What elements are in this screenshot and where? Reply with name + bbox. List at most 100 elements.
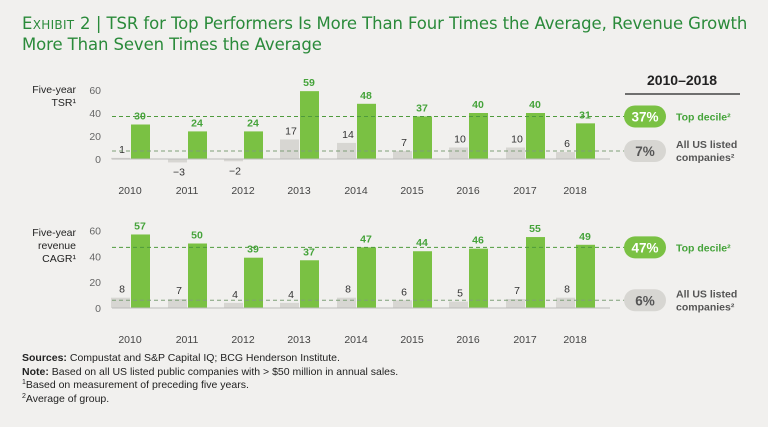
- source-notes: Sources: Compustat and S&P Capital IQ; B…: [22, 352, 752, 406]
- sources-label: Sources:: [22, 352, 67, 364]
- tsr-ylabel: Five-year: [32, 84, 76, 96]
- tsr-avg-value: 6: [564, 138, 570, 150]
- cagr-top-value: 50: [191, 230, 203, 242]
- cagr-ytick: 0: [95, 303, 101, 315]
- exhibit-charts: 2010–2018Five-yearTSR¹02040601302010−324…: [32, 72, 740, 345]
- cagr-top-value: 49: [579, 231, 591, 243]
- tsr-category: 2011: [176, 185, 199, 197]
- cagr-category: 2012: [231, 334, 255, 345]
- cagr-ytick: 60: [89, 226, 101, 238]
- tsr-top-value: 40: [529, 99, 541, 111]
- tsr-top-value: 59: [303, 77, 315, 89]
- footnote-2: 2Average of group.: [22, 393, 752, 407]
- tsr-top-bar: [469, 113, 488, 159]
- cagr-avg-bar: [449, 301, 468, 308]
- tsr-ytick: 40: [89, 108, 101, 120]
- cagr-top-ref-pill: [624, 236, 666, 259]
- tsr-avg-bar: [224, 159, 243, 162]
- tsr-category: 2012: [231, 185, 255, 197]
- tsr-top-value: 24: [191, 117, 203, 129]
- cagr-avg-bar: [224, 302, 243, 308]
- cagr-top-bar: [131, 234, 150, 308]
- cagr-top-value: 55: [529, 223, 541, 235]
- cagr-ytick: 40: [89, 251, 101, 263]
- cagr-top-value: 47: [360, 233, 372, 245]
- tsr-category: 2015: [400, 185, 424, 197]
- cagr-top-value: 46: [472, 235, 484, 247]
- cagr-avg-ref-label: All US listed: [676, 288, 737, 300]
- footnote-1: 1Based on measurement of preceding five …: [22, 379, 752, 393]
- cagr-avg-bar: [280, 302, 299, 308]
- note-line: Note: Based on all US listed public comp…: [22, 366, 752, 380]
- cagr-avg-value: 8: [119, 284, 125, 296]
- note-label: Note:: [22, 365, 49, 378]
- cagr-category: 2018: [563, 334, 587, 345]
- tsr-ytick: 0: [95, 154, 101, 166]
- tsr-top-bar: [131, 124, 150, 159]
- tsr-avg-ref-label: All US listed: [676, 139, 737, 151]
- tsr-category: 2018: [563, 185, 587, 197]
- cagr-avg-bar: [111, 297, 130, 308]
- cagr-top-bar: [576, 244, 595, 308]
- tsr-top-value: 31: [579, 109, 591, 121]
- tsr-avg-value: 7: [401, 137, 407, 149]
- cagr-category: 2014: [344, 334, 368, 345]
- footnote-1-text: Based on measurement of preceding five y…: [25, 379, 249, 392]
- tsr-ytick: 20: [89, 131, 101, 143]
- tsr-top-bar: [526, 113, 545, 159]
- tsr-avg-ref-pill: [624, 139, 666, 162]
- title-separator: |: [95, 14, 102, 33]
- tsr-top-bar: [576, 123, 595, 159]
- footnote-2-mark: 2: [22, 392, 26, 400]
- cagr-top-bar: [413, 251, 432, 308]
- footnote-2-text: Average of group.: [25, 392, 110, 405]
- cagr-ylabel: Five-year: [32, 227, 76, 239]
- tsr-category: 2016: [456, 185, 480, 197]
- tsr-top-value: 24: [247, 117, 259, 129]
- tsr-avg-value: 17: [285, 125, 297, 137]
- tsr-top-value: 40: [472, 99, 484, 111]
- tsr-top-value: 48: [360, 90, 372, 102]
- tsr-top-ref-value: 37%: [631, 109, 658, 124]
- tsr-avg-ref-value: 7%: [635, 144, 655, 159]
- cagr-avg-ref-value: 6%: [635, 293, 655, 308]
- tsr-avg-value: 14: [342, 129, 354, 141]
- note-text: Based on all US listed public companies …: [48, 365, 399, 378]
- cagr-top-value: 44: [416, 237, 428, 249]
- tsr-avg-bar: [449, 147, 468, 159]
- cagr-avg-value: 8: [564, 284, 570, 296]
- cagr-avg-bar: [168, 298, 187, 308]
- cagr-category: 2016: [456, 334, 480, 345]
- tsr-top-bar: [300, 91, 319, 159]
- footnote-1-mark: 1: [22, 379, 26, 387]
- tsr-top-bar: [188, 131, 207, 159]
- legend-header: 2010–2018: [647, 72, 717, 88]
- cagr-avg-value: 7: [176, 285, 182, 297]
- cagr-top-ref-label: Top decile²: [676, 242, 731, 254]
- tsr-avg-value: 1: [119, 144, 125, 156]
- exhibit-title: Exhibit 2 | TSR for Top Performers Is Mo…: [22, 13, 752, 55]
- tsr-top-bar: [413, 116, 432, 159]
- cagr-top-bar: [469, 248, 488, 308]
- cagr-ytick: 20: [89, 277, 101, 289]
- tsr-ylabel: TSR¹: [52, 97, 77, 109]
- tsr-category: 2014: [344, 185, 368, 197]
- sources-line: Sources: Compustat and S&P Capital IQ; B…: [22, 352, 752, 366]
- cagr-avg-bar: [337, 297, 356, 308]
- tsr-category: 2017: [513, 185, 537, 197]
- cagr-top-value: 57: [134, 220, 146, 232]
- cagr-avg-ref-label: companies²: [676, 301, 735, 313]
- tsr-avg-ref-label: companies²: [676, 152, 735, 164]
- tsr-top-ref-pill: [624, 105, 666, 128]
- tsr-top-ref-label: Top decile²: [676, 111, 731, 123]
- tsr-avg-value: 10: [511, 134, 523, 146]
- cagr-avg-bar: [393, 300, 412, 308]
- tsr-avg-value: −2: [229, 165, 241, 177]
- tsr-avg-bar: [506, 147, 525, 159]
- exhibit-number: Exhibit 2: [22, 14, 91, 33]
- cagr-ylabel: revenue: [38, 240, 76, 252]
- tsr-ytick: 60: [89, 85, 101, 97]
- cagr-category: 2010: [118, 334, 142, 345]
- cagr-avg-value: 8: [345, 284, 351, 296]
- tsr-avg-value: −3: [173, 166, 185, 178]
